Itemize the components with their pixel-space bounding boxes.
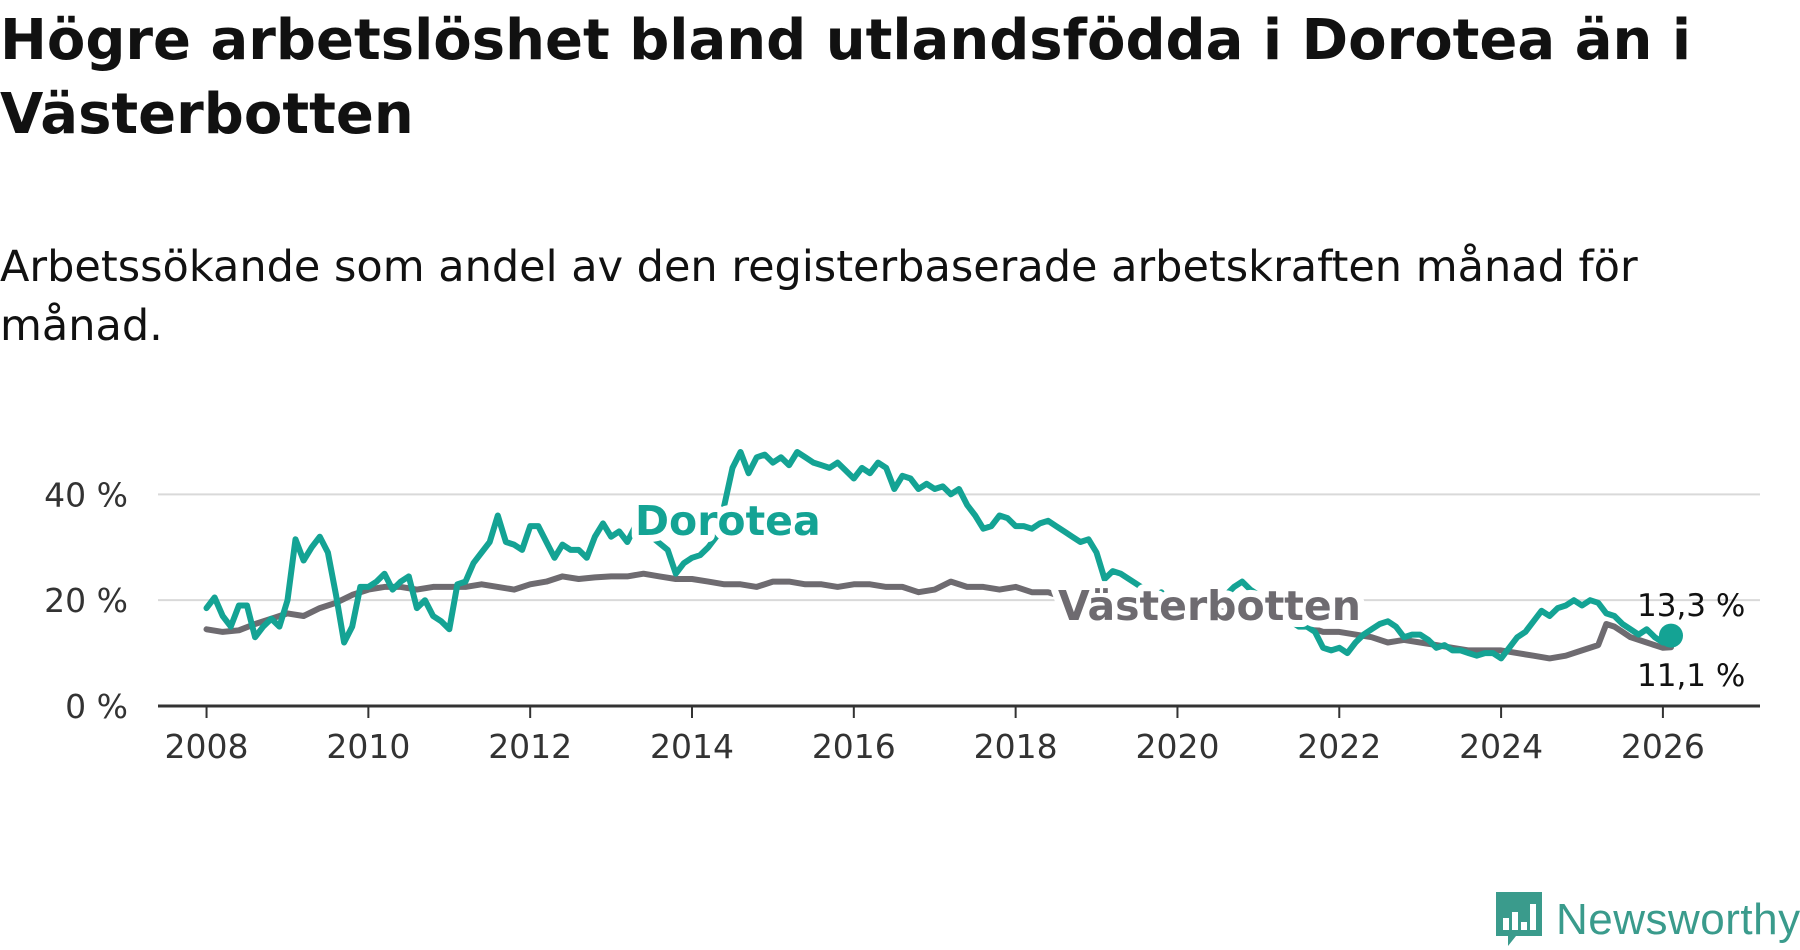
series-label-vasterbotten: Västerbotten (1058, 582, 1361, 630)
line-chart: 0 % 20 % 40 % 2008 2010 2012 2014 2016 2018 2020 2… (44, 449, 1760, 766)
y-tick-label: 0 % (65, 687, 128, 726)
y-tick-label: 40 % (44, 475, 128, 514)
x-tick-label: 2012 (488, 727, 572, 766)
axis-layer: 0 % 20 % 40 % 2008 2010 2012 2014 2016 2018 2020 2… (44, 475, 1760, 766)
endpoint-marker-dorotea (1659, 623, 1683, 648)
x-tick-label: 2018 (974, 727, 1058, 766)
label-layer: Dorotea Västerbotten 13,3 % 11,1 % (628, 490, 1745, 694)
end-value-label-vasterbotten: 11,1 % (1637, 658, 1745, 694)
series-line-dorotea (203, 449, 1674, 662)
series-line-vasterbotten (203, 570, 1674, 662)
bar-chart-logo-icon (1496, 892, 1542, 946)
chart-subtitle: Arbetssökande som andel av den registerb… (0, 242, 1638, 351)
end-value-label-dorotea: 13,3 % (1637, 588, 1745, 624)
x-tick-label: 2022 (1297, 727, 1381, 766)
x-tick-label: 2020 (1135, 727, 1219, 766)
x-tick-label: 2026 (1621, 727, 1705, 766)
x-tick-label: 2014 (650, 727, 734, 766)
chart-title: Högre arbetslöshet bland utlandsfödda i … (0, 8, 1692, 147)
x-tick-label: 2016 (812, 727, 896, 766)
x-tick-label: 2008 (165, 727, 249, 766)
logo-text: Newsworthy (1556, 895, 1800, 944)
x-tick-label: 2024 (1459, 727, 1543, 766)
series-label-dorotea: Dorotea (635, 497, 821, 545)
newsworthy-logo: Newsworthy (1494, 890, 1800, 950)
y-tick-label: 20 % (44, 581, 128, 620)
line-layer (203, 449, 1683, 662)
x-tick-label: 2010 (326, 727, 410, 766)
